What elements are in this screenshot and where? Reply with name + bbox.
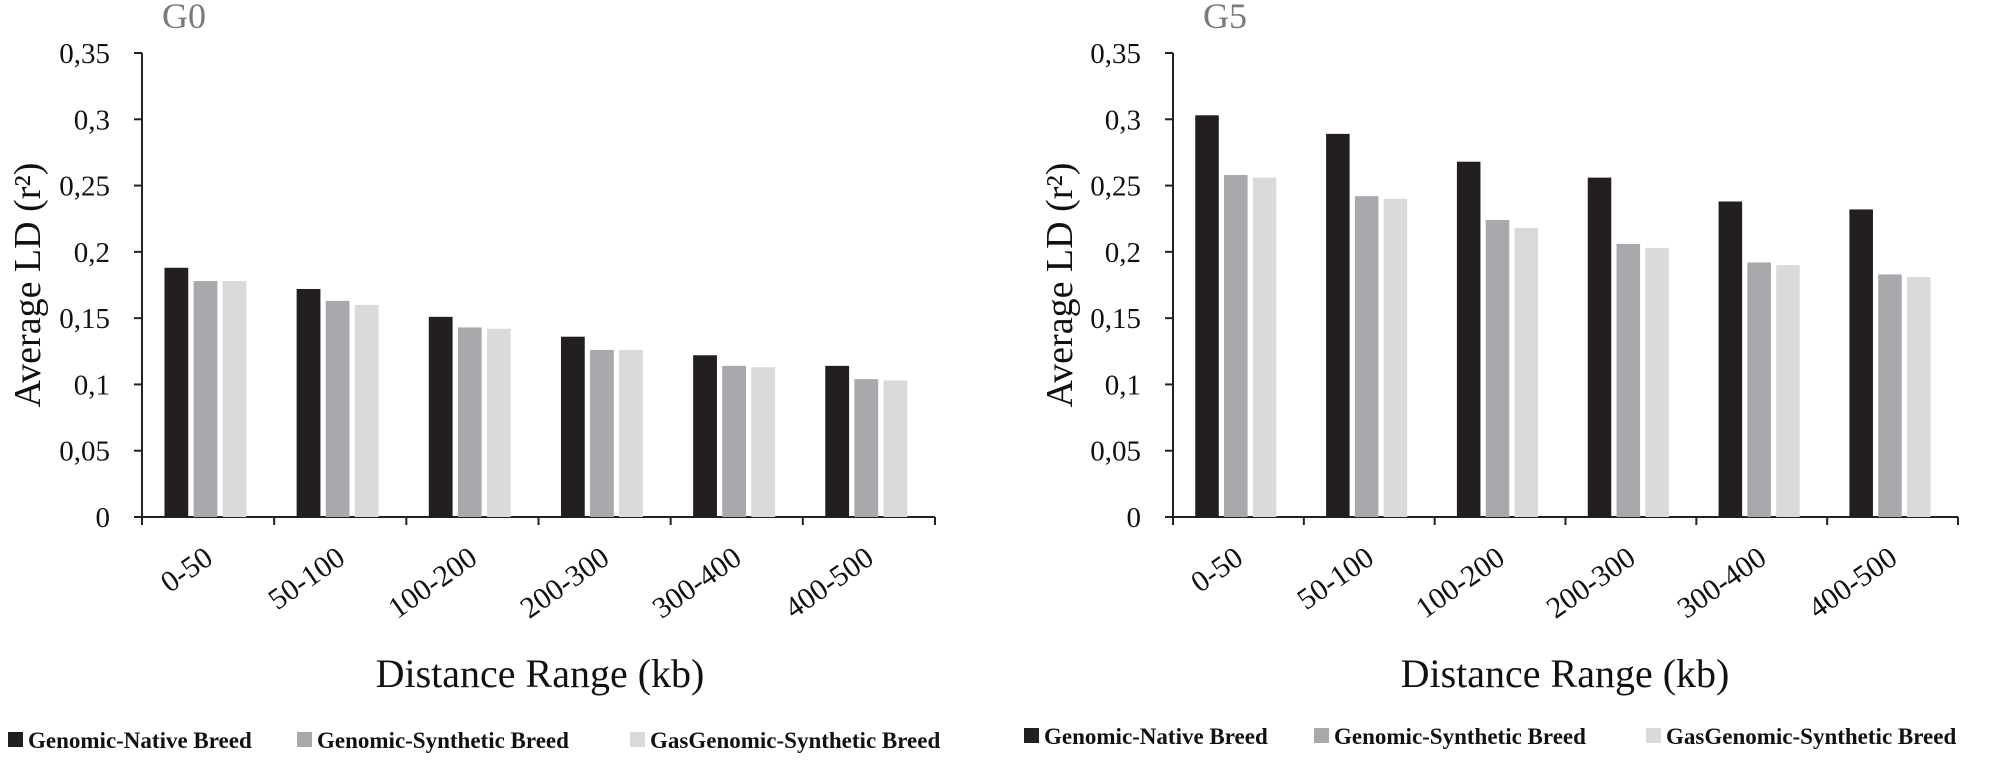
bar-gas-synthetic — [619, 349, 643, 517]
x-tick-label: 300-400 — [1671, 541, 1772, 625]
legend-g5: Genomic-Native Breed Genomic-Synthetic Br… — [1024, 724, 1956, 749]
bar-synthetic — [1485, 220, 1510, 518]
bar-gas-synthetic — [1645, 247, 1669, 517]
legend-label: Genomic-Synthetic Breed — [317, 728, 569, 753]
x-tick-label: 0-50 — [155, 541, 219, 600]
y-tick-label: 0,25 — [59, 171, 110, 203]
bar-native — [825, 365, 850, 517]
bar-synthetic — [457, 327, 482, 517]
bar-synthetic — [1354, 196, 1379, 518]
y-tick-label: 0,1 — [1105, 369, 1141, 401]
legend-swatch — [8, 732, 23, 747]
bar-native — [164, 267, 189, 517]
bar-gas-synthetic — [883, 380, 908, 517]
x-tick-label: 400-500 — [779, 541, 880, 625]
legend-g0: Genomic-Native Breed Genomic-Synthetic Br… — [8, 728, 940, 753]
bar-synthetic — [1878, 274, 1902, 517]
bar-synthetic — [325, 300, 350, 517]
bar-synthetic — [590, 349, 614, 517]
bar-gas-synthetic — [1906, 277, 1931, 517]
y-tick-label: 0,35 — [59, 38, 110, 70]
bar-gas-synthetic — [751, 367, 776, 517]
bar-native — [560, 336, 585, 517]
panel-title: G5 — [1203, 0, 1247, 36]
x-tick-label: 50-100 — [262, 541, 351, 617]
y-tick-label: 0 — [1127, 502, 1142, 534]
x-tick-label: 400-500 — [1802, 541, 1903, 625]
chart-panel-g5: G5 0 0,05 0,1 0,15 0,2 0,25 0,3 0,35 Average LD (… — [1039, 0, 1959, 696]
legend-swatch — [1314, 728, 1329, 743]
y-axis-label: Average LD (r²) — [7, 163, 49, 408]
bar-synthetic — [1224, 174, 1248, 518]
y-axis-label: Average LD (r²) — [1039, 163, 1081, 408]
y-tick-label: 0,25 — [1090, 171, 1141, 203]
legend-swatch — [1024, 728, 1039, 743]
x-axis-label: Distance Range (kb) — [376, 651, 705, 696]
bar-gas-synthetic — [486, 328, 511, 517]
y-tick-label: 0,35 — [1090, 38, 1141, 70]
legend-label: GasGenomic-Synthetic Breed — [1666, 724, 1956, 749]
y-tick-label: 0,05 — [59, 436, 110, 468]
legend-label: GasGenomic-Synthetic Breed — [650, 728, 940, 753]
bar-gas-synthetic — [1514, 227, 1539, 517]
bar-gas-synthetic — [1776, 265, 1800, 517]
legend-swatch — [297, 732, 312, 747]
bar-native — [1456, 161, 1481, 518]
legend-label: Genomic-Native Breed — [1044, 724, 1268, 749]
panel-title: G0 — [162, 0, 206, 36]
bar-gas-synthetic — [222, 281, 247, 517]
bar-native — [1195, 115, 1219, 518]
x-tick-label: 200-300 — [1541, 541, 1642, 625]
bar-native — [296, 288, 321, 517]
bar-synthetic — [1616, 243, 1641, 517]
bar-native — [428, 316, 453, 517]
legend-label: Genomic-Native Breed — [28, 728, 252, 753]
legend-label: Genomic-Synthetic Breed — [1334, 724, 1586, 749]
y-tick-label: 0,05 — [1090, 436, 1141, 468]
y-tick-label: 0,2 — [74, 237, 110, 269]
legend-swatch — [630, 732, 645, 747]
bar-synthetic — [1747, 262, 1771, 517]
y-tick-label: 0,3 — [74, 104, 110, 136]
bar-synthetic — [193, 281, 218, 517]
y-tick-label: 0,3 — [1105, 104, 1141, 136]
y-tick-label: 0 — [96, 502, 111, 534]
bar-synthetic — [854, 379, 879, 517]
bar-native — [1718, 201, 1743, 518]
bar-gas-synthetic — [354, 304, 379, 517]
legend-swatch — [1646, 728, 1661, 743]
bar-synthetic — [722, 365, 747, 517]
y-tick-label: 0,2 — [1105, 237, 1141, 269]
bar-native — [1326, 133, 1350, 517]
x-tick-label: 50-100 — [1291, 541, 1380, 617]
bar-gas-synthetic — [1252, 177, 1277, 518]
x-tick-label: 300-400 — [647, 541, 748, 625]
x-tick-label: 0-50 — [1185, 541, 1249, 600]
bar-gas-synthetic — [1383, 198, 1408, 518]
x-tick-label: 200-300 — [514, 541, 615, 625]
x-axis-label: Distance Range (kb) — [1401, 651, 1730, 696]
chart-panel-g0: G0 0 0,05 0,1 0,15 0,2 0,25 0,3 0,35 Average LD (… — [7, 0, 936, 696]
x-tick-label: 100-200 — [1410, 541, 1511, 625]
bar-native — [1587, 177, 1612, 518]
x-tick-label: 100-200 — [382, 541, 483, 625]
bar-native — [693, 355, 717, 517]
bar-native — [1849, 209, 1873, 518]
y-tick-label: 0,15 — [59, 303, 110, 335]
y-tick-label: 0,1 — [74, 369, 110, 401]
y-tick-label: 0,15 — [1090, 303, 1141, 335]
